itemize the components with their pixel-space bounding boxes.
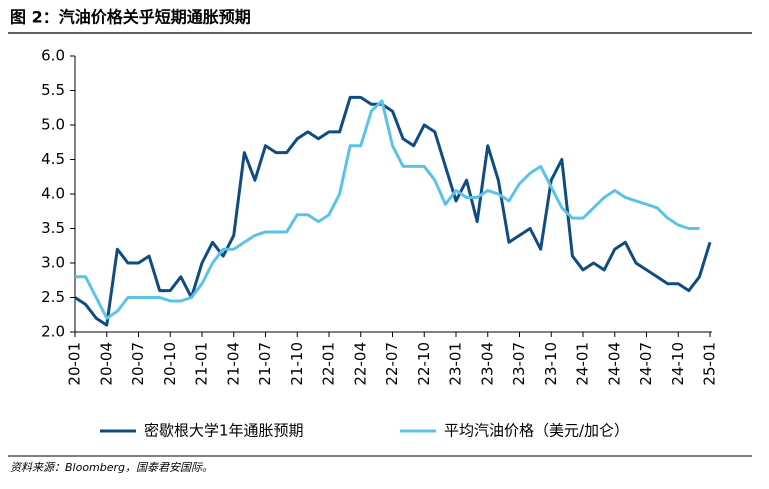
x-tick-label: 20-04 [97,342,115,386]
x-tick-label: 25-01 [701,342,719,386]
x-tick-label: 24-04 [605,342,623,386]
y-tick-label: 2.0 [41,323,65,341]
x-tick-label: 24-10 [669,342,687,386]
x-tick-label: 20-07 [129,342,147,386]
series-line [75,99,700,320]
x-tick-label: 20-01 [66,342,84,386]
y-tick-label: 6.0 [41,47,65,65]
series-line [74,95,712,327]
x-tick-label: 23-07 [510,342,528,386]
x-tick-label: 22-04 [351,342,369,386]
x-tick-label: 20-10 [161,342,179,386]
x-tick-label: 24-07 [637,342,655,386]
y-tick-label: 3.0 [41,254,65,272]
y-tick-label: 4.5 [41,150,65,168]
chart-title: 图 2：汽油价格关乎短期通胀预期 [10,8,251,27]
x-tick-label: 22-01 [320,342,338,386]
x-tick-label: 23-01 [447,342,465,386]
legend-label: 平均汽油价格（美元/加仑） [444,422,629,440]
x-tick-label: 24-01 [574,342,592,386]
x-tick-label: 21-04 [224,342,242,386]
y-tick-label: 2.5 [41,288,65,306]
x-tick-label: 21-10 [288,342,306,386]
x-tick-label: 23-10 [542,342,560,386]
source: 资料来源：Bloomberg，国泰君安国际。 [10,461,213,474]
y-tick-label: 5.0 [41,116,65,134]
x-tick-label: 21-07 [256,342,274,386]
y-tick-label: 5.5 [41,81,65,99]
y-tick-label: 3.5 [41,219,65,237]
legend-label: 密歇根大学1年通胀预期 [144,422,304,440]
x-tick-label: 21-01 [193,342,211,386]
x-tick-label: 22-07 [383,342,401,386]
x-tick-label: 22-10 [415,342,433,386]
x-tick-label: 23-04 [478,342,496,386]
y-tick-label: 4.0 [41,185,65,203]
